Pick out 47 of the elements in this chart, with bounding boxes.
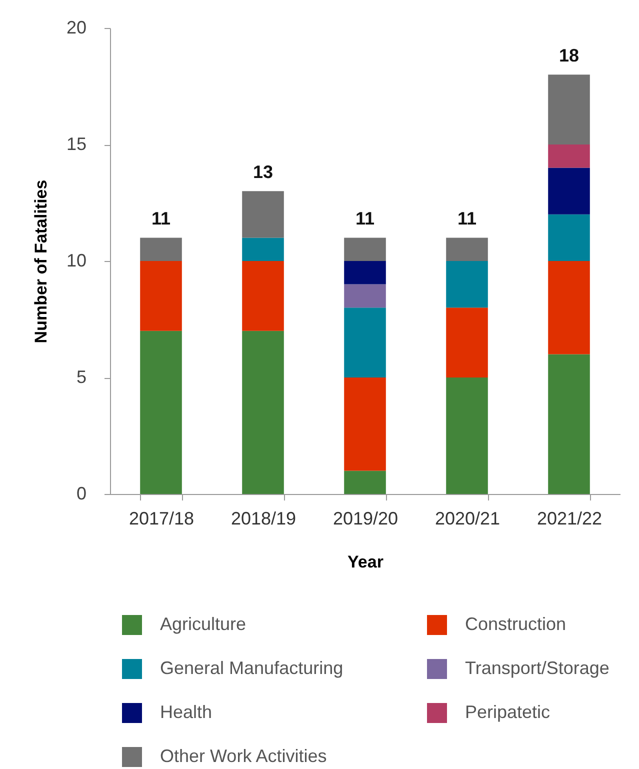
y-tick-label: 15 (66, 134, 86, 154)
x-tick-label: 2021/22 (536, 508, 602, 528)
legend-label: General Manufacturing (160, 658, 344, 678)
bar (140, 330, 182, 494)
bar (446, 308, 488, 378)
x-axis-title: Year (348, 552, 384, 572)
legend-label: Construction (465, 614, 566, 634)
bar (344, 261, 386, 284)
y-tick-label: 0 (76, 484, 86, 504)
total-label: 11 (151, 208, 171, 229)
total-label: 13 (252, 162, 274, 182)
legend-label: Agriculture (160, 614, 246, 634)
bar (446, 238, 488, 261)
bar (548, 74, 590, 144)
bar (242, 238, 284, 261)
bar (344, 284, 386, 308)
bar (344, 238, 386, 261)
y-tick-label: 20 (66, 18, 86, 38)
total-label: 11 (457, 208, 477, 229)
bar (242, 191, 284, 238)
bar (242, 261, 284, 331)
legend-label: Other Work Activities (160, 746, 327, 766)
legend-label: Health (160, 702, 212, 722)
bar (446, 378, 488, 494)
legend-label: Transport/Storage (465, 658, 610, 678)
bar (242, 330, 284, 494)
bar (548, 261, 590, 354)
bar (446, 261, 488, 308)
x-tick-label: 2017/18 (128, 508, 194, 528)
x-tick-label: 2018/19 (230, 508, 296, 528)
bar (548, 214, 590, 261)
x-tick-label: 2020/21 (434, 508, 500, 528)
bar (548, 144, 590, 168)
total-label: 11 (355, 208, 375, 229)
x-tick-label: 2019/20 (332, 508, 398, 528)
y-tick-label: 10 (66, 250, 86, 270)
bar (344, 470, 386, 494)
bar (344, 378, 386, 471)
bar (548, 168, 590, 214)
y-axis-title: Number of Fatalities (31, 180, 50, 344)
bar (548, 354, 590, 494)
bar (344, 308, 386, 378)
total-label: 18 (558, 46, 580, 66)
bar (140, 261, 182, 331)
bar (140, 238, 182, 261)
y-tick-label: 5 (76, 367, 86, 387)
legend-label: Peripatetic (465, 702, 550, 722)
